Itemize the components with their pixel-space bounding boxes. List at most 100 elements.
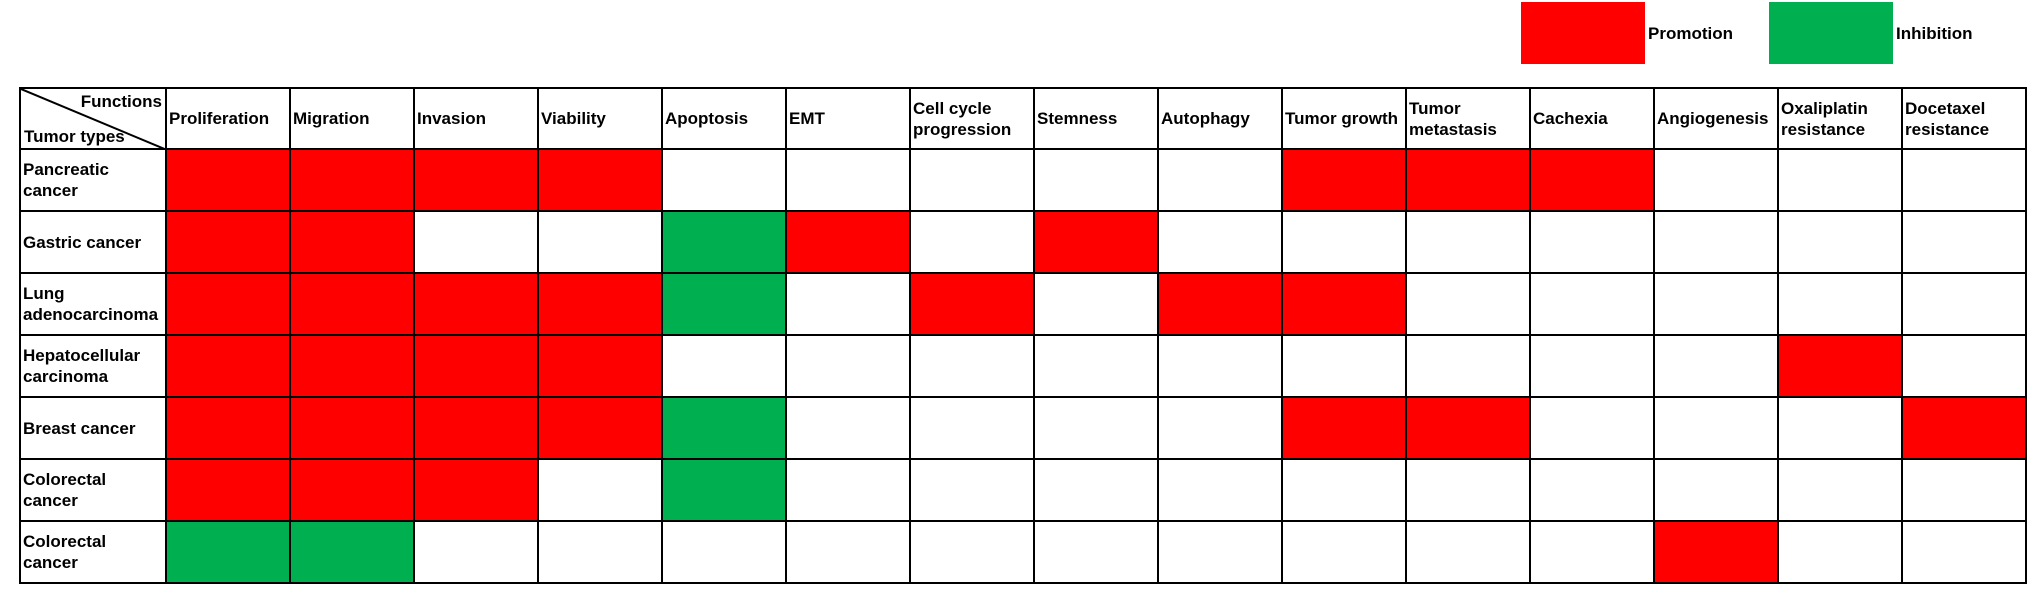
heatmap-cell-promotion: [413, 458, 539, 522]
row-axis-label: Tumor types: [24, 127, 125, 146]
heatmap-cell-promotion: [413, 334, 539, 398]
heatmap-cell-none: [1529, 210, 1655, 274]
heatmap-cell-none: [1529, 396, 1655, 460]
heatmap-cell-none: [1777, 520, 1903, 584]
heatmap-cell-none: [1033, 396, 1159, 460]
heatmap-cell-none: [1157, 520, 1283, 584]
column-header-oxaliplatin-resistance: Oxaliplatin resistance: [1777, 87, 1903, 150]
column-header-cell-cycle-progression: Cell cycle progression: [909, 87, 1035, 150]
column-header-stemness: Stemness: [1033, 87, 1159, 150]
column-header-tumor-metastasis: Tumor metastasis: [1405, 87, 1531, 150]
heatmap-cell-none: [537, 520, 663, 584]
heatmap-cell-promotion: [1281, 396, 1407, 460]
heatmap-cell-none: [785, 520, 911, 584]
heatmap-cell-promotion: [1157, 272, 1283, 336]
heatmap-cell-promotion: [165, 272, 291, 336]
heatmap-cell-promotion: [1281, 272, 1407, 336]
heatmap-cell-promotion: [289, 148, 415, 212]
heatmap-cell-none: [1033, 272, 1159, 336]
heatmap-cell-none: [1157, 148, 1283, 212]
heatmap-cell-inhibition: [289, 520, 415, 584]
heatmap-cell-none: [1405, 210, 1531, 274]
header-row: Functions Tumor types Proliferation Migra…: [19, 87, 2027, 150]
heatmap-cell-none: [661, 520, 787, 584]
heatmap-cell-promotion: [165, 210, 291, 274]
heatmap-cell-inhibition: [661, 458, 787, 522]
heatmap-cell-none: [909, 334, 1035, 398]
column-header-proliferation: Proliferation: [165, 87, 291, 150]
heatmap-cell-inhibition: [661, 396, 787, 460]
heatmap-cell-none: [1901, 520, 2027, 584]
heatmap-body: Pancreatic cancer Gastric cancer Lung aden…: [19, 148, 2027, 584]
heatmap-cell-none: [1405, 520, 1531, 584]
heatmap-table: Functions Tumor types Proliferation Migra…: [19, 87, 2027, 584]
heatmap-cell-none: [1281, 210, 1407, 274]
heatmap-cell-promotion: [909, 272, 1035, 336]
table-row: Hepatocellular carcinoma: [19, 334, 2027, 398]
heatmap-cell-none: [1901, 458, 2027, 522]
heatmap-cell-none: [785, 458, 911, 522]
row-label-lung-adenocarcinoma: Lung adenocarcinoma: [19, 272, 167, 336]
heatmap-cell-none: [1777, 148, 1903, 212]
heatmap-cell-promotion: [289, 272, 415, 336]
column-header-migration: Migration: [289, 87, 415, 150]
heatmap-cell-none: [1157, 334, 1283, 398]
column-header-invasion: Invasion: [413, 87, 539, 150]
row-label-pancreatic-cancer: Pancreatic cancer: [19, 148, 167, 212]
heatmap-cell-promotion: [785, 210, 911, 274]
heatmap-cell-none: [909, 458, 1035, 522]
heatmap-cell-none: [1777, 210, 1903, 274]
heatmap-cell-none: [1653, 272, 1779, 336]
table-row: Gastric cancer: [19, 210, 2027, 274]
column-header-angiogenesis: Angiogenesis: [1653, 87, 1779, 150]
heatmap-cell-promotion: [1901, 396, 2027, 460]
legend-swatch-promotion: [1521, 2, 1645, 64]
heatmap-cell-promotion: [537, 334, 663, 398]
heatmap-cell-inhibition: [661, 210, 787, 274]
row-label-colorectal-cancer: Colorectal cancer: [19, 458, 167, 522]
heatmap-cell-none: [1157, 210, 1283, 274]
heatmap-cell-none: [1033, 520, 1159, 584]
heatmap-cell-promotion: [165, 458, 291, 522]
heatmap-cell-promotion: [1529, 148, 1655, 212]
heatmap-cell-none: [1901, 272, 2027, 336]
heatmap-cell-none: [1281, 520, 1407, 584]
heatmap-cell-promotion: [1405, 396, 1531, 460]
heatmap-cell-promotion: [289, 210, 415, 274]
heatmap-cell-none: [537, 210, 663, 274]
column-header-docetaxel-resistance: Docetaxel resistance: [1901, 87, 2027, 150]
heatmap-cell-none: [1405, 334, 1531, 398]
heatmap-cell-promotion: [413, 148, 539, 212]
table-row: Colorectal cancer: [19, 520, 2027, 584]
heatmap-cell-none: [1777, 272, 1903, 336]
heatmap-cell-none: [1653, 458, 1779, 522]
column-header-autophagy: Autophagy: [1157, 87, 1283, 150]
heatmap-cell-promotion: [1777, 334, 1903, 398]
row-label-hepatocellular-carcinoma: Hepatocellular carcinoma: [19, 334, 167, 398]
heatmap-cell-promotion: [289, 334, 415, 398]
heatmap-cell-none: [1157, 458, 1283, 522]
heatmap-cell-none: [1033, 458, 1159, 522]
heatmap-cell-none: [1281, 458, 1407, 522]
column-axis-label: Functions: [80, 92, 162, 111]
row-label-colorectal-cancer: Colorectal cancer: [19, 520, 167, 584]
heatmap-cell-none: [1901, 334, 2027, 398]
heatmap-cell-none: [785, 148, 911, 212]
heatmap-cell-none: [1405, 272, 1531, 336]
row-label-gastric-cancer: Gastric cancer: [19, 210, 167, 274]
column-header-viability: Viability: [537, 87, 663, 150]
heatmap-cell-none: [661, 148, 787, 212]
heatmap-cell-none: [1157, 396, 1283, 460]
legend-label-promotion: Promotion: [1648, 24, 1733, 43]
heatmap-cell-none: [413, 520, 539, 584]
column-header-emt: EMT: [785, 87, 911, 150]
heatmap-cell-promotion: [413, 396, 539, 460]
heatmap-cell-promotion: [165, 396, 291, 460]
table-row: Breast cancer: [19, 396, 2027, 460]
heatmap-cell-none: [785, 396, 911, 460]
table-row: Lung adenocarcinoma: [19, 272, 2027, 336]
legend-label-inhibition: Inhibition: [1896, 24, 1973, 43]
heatmap-cell-promotion: [1405, 148, 1531, 212]
heatmap-cell-none: [1653, 334, 1779, 398]
heatmap-cell-none: [1653, 396, 1779, 460]
